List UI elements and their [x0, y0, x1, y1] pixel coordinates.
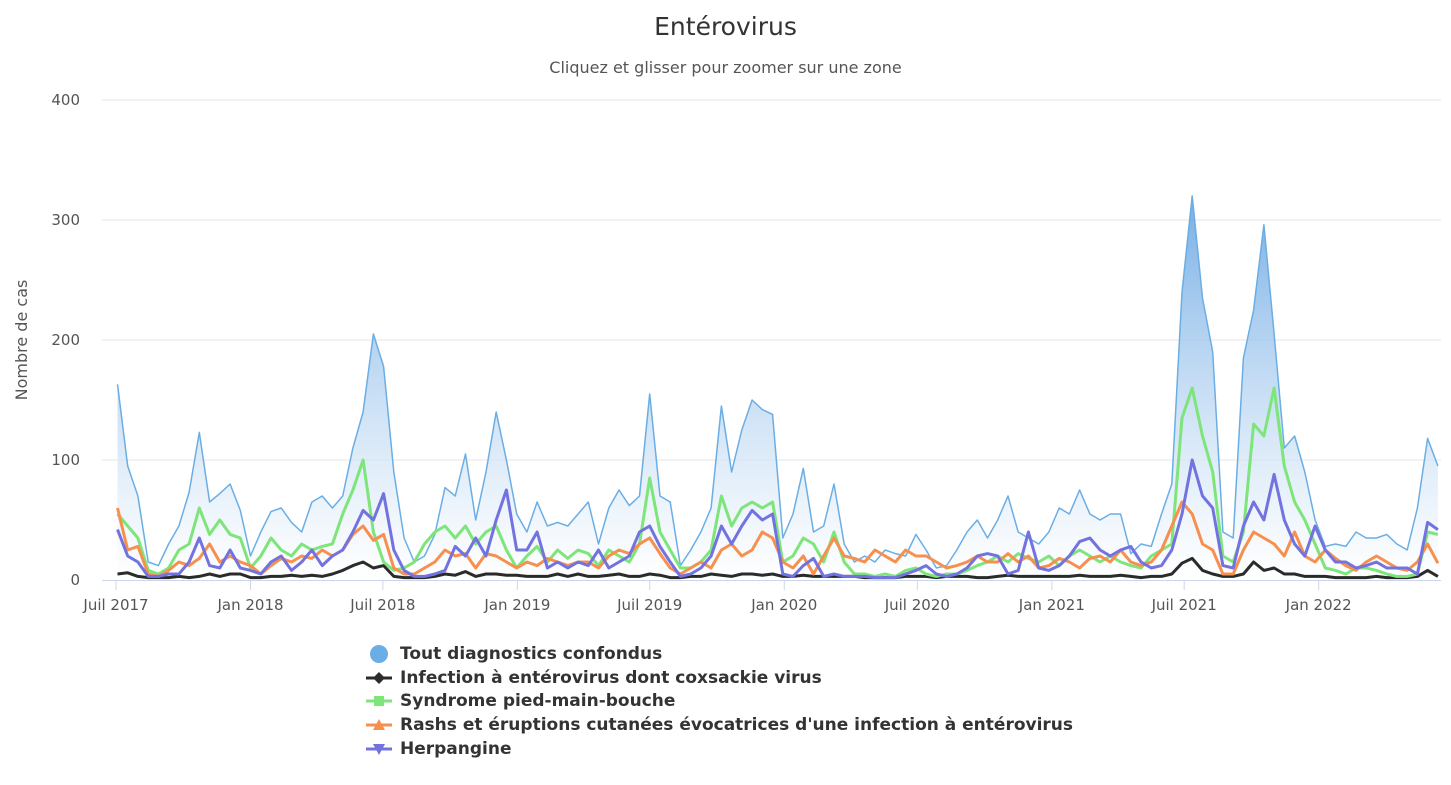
legend-label: Syndrome pied-main-bouche	[400, 691, 676, 712]
y-tick-label: 0	[70, 571, 80, 589]
legend-item[interactable]: Herpangine	[366, 737, 1073, 761]
series-layer	[116, 195, 1440, 580]
x-tick-label: Jan 2018	[216, 596, 283, 614]
x-axis: Juil 2017 Jan 2018 Juil 2018 Jan 2019 Juil 2…	[82, 580, 1441, 614]
legend-label: Infection à entérovirus dont coxsackie v…	[400, 667, 822, 688]
legend-item[interactable]: Tout diagnostics confondus	[366, 642, 1073, 666]
legend-item[interactable]: Infection à entérovirus dont coxsackie v…	[366, 666, 1073, 690]
y-axis-ticks: 0 100 200 300 400	[51, 91, 80, 589]
series-line[interactable]	[116, 195, 1439, 569]
x-tick-label: Juil 2017	[82, 596, 148, 614]
y-axis-label: Nombre de cas	[12, 280, 31, 401]
legend-label: Herpangine	[400, 738, 512, 759]
series-line[interactable]	[117, 556, 1439, 580]
chart-title: Entérovirus	[654, 12, 797, 41]
x-tick-label: Juil 2018	[349, 596, 415, 614]
x-tick-label: Juil 2019	[616, 596, 682, 614]
y-tick-label: 100	[51, 451, 80, 469]
x-tick-label: Juil 2020	[884, 596, 950, 614]
legend-label: Tout diagnostics confondus	[400, 643, 663, 664]
y-tick-label: 200	[51, 331, 80, 349]
chart-subtitle: Cliquez et glisser pour zoomer sur une z…	[549, 58, 902, 77]
legend: Tout diagnostics confondus Infection à en…	[366, 642, 1073, 760]
x-tick-label: Juil 2021	[1151, 596, 1217, 614]
legend-symbol-triangle-down-icon	[366, 743, 392, 755]
y-tick-label: 400	[51, 91, 80, 109]
legend-symbol-diamond-icon	[366, 671, 392, 684]
series-0	[116, 195, 1439, 580]
legend-symbol-circle-icon	[370, 644, 388, 663]
x-tick-label: Jan 2020	[750, 596, 817, 614]
y-tick-label: 300	[51, 211, 80, 229]
legend-item[interactable]: Syndrome pied-main-bouche	[366, 689, 1073, 713]
legend-label: Rashs et éruptions cutanées évocatrices …	[400, 714, 1074, 735]
series-2	[116, 386, 1439, 578]
series-area-fill	[117, 196, 1438, 580]
x-tick-label: Jan 2022	[1285, 596, 1352, 614]
series-line[interactable]	[116, 458, 1439, 580]
x-tick-label: Jan 2019	[483, 596, 550, 614]
legend-symbol-triangle-icon	[366, 718, 392, 730]
series-line[interactable]	[116, 386, 1439, 578]
legend-item[interactable]: Rashs et éruptions cutanées évocatrices …	[366, 713, 1073, 737]
series-4	[116, 458, 1439, 580]
legend-symbol-square-icon	[366, 696, 392, 707]
series-1	[117, 556, 1439, 580]
x-tick-label: Jan 2021	[1018, 596, 1085, 614]
